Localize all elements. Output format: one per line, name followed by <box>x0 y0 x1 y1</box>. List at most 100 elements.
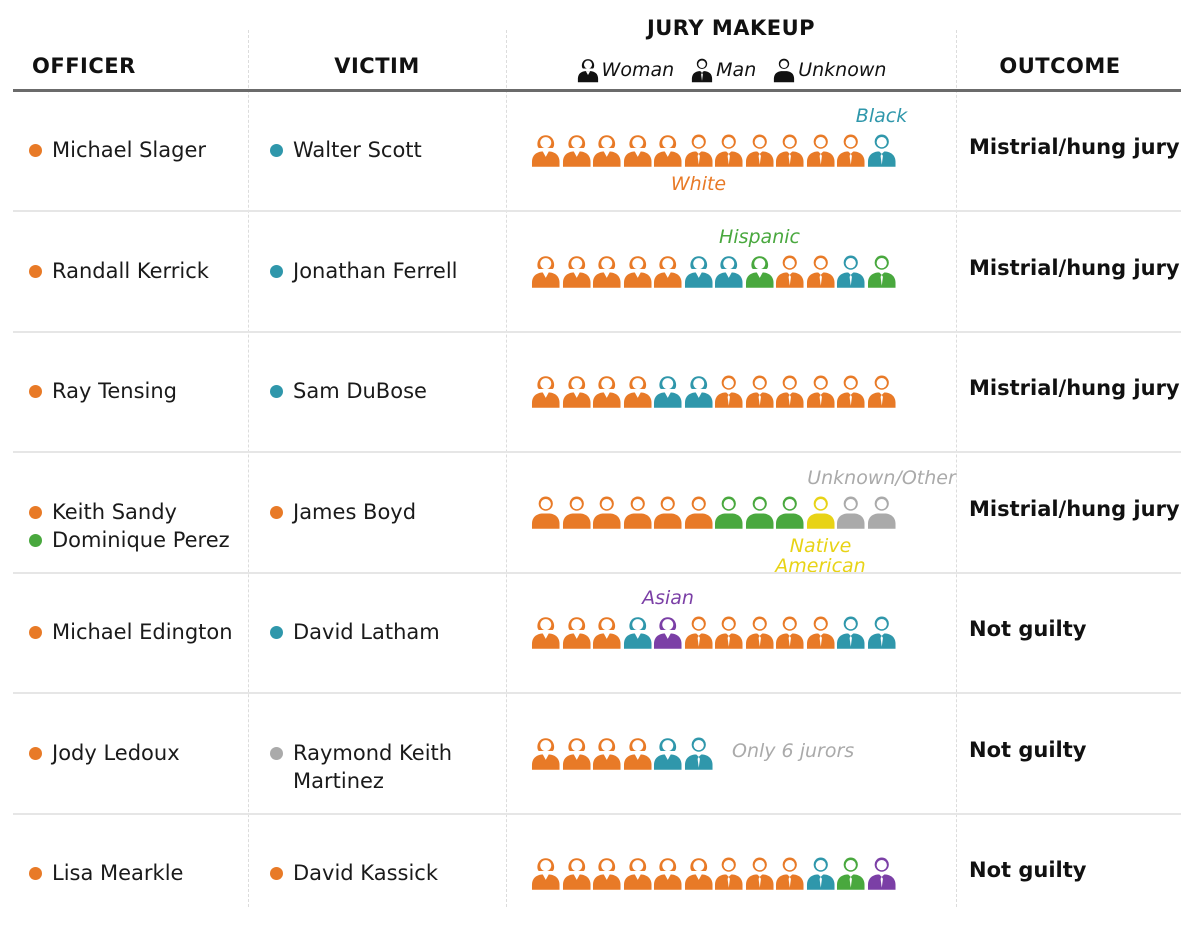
unknown-juror-icon <box>714 496 743 529</box>
person-name: Jonathan Ferrell <box>270 257 458 285</box>
row-divider <box>13 451 1181 453</box>
unknown-person-icon <box>774 58 795 83</box>
race-dot-icon <box>29 746 42 760</box>
man-juror-icon <box>806 375 835 408</box>
man-juror-icon <box>806 255 835 288</box>
person-name: Walter Scott <box>270 136 422 164</box>
officer-cell: Randall Kerrick <box>29 257 209 285</box>
person-name: Raymond Keith <box>270 739 452 767</box>
person-name-text: Raymond Keith <box>293 740 453 765</box>
legend-label: Woman <box>601 59 675 81</box>
jury-annotation: White <box>670 173 727 195</box>
man-juror-icon <box>836 857 865 890</box>
person-name: James Boyd <box>270 498 416 526</box>
victim-cell: David Kassick <box>270 859 438 887</box>
jury-annotation: Hispanic <box>719 225 800 248</box>
woman-juror-icon <box>592 135 621 167</box>
person-name: Dominique Perez <box>29 526 230 554</box>
legend-item-unknown: Unknown <box>772 57 886 83</box>
jury-annotation: Asian <box>642 587 694 609</box>
woman-juror-icon <box>684 255 713 288</box>
table-row: Randall Kerrick Jonathan Ferrell Hispanic M… <box>13 213 1181 333</box>
woman-juror-icon <box>623 858 652 890</box>
man-juror-icon <box>775 375 804 408</box>
outcome-column-header: OUTCOME <box>999 54 1121 78</box>
woman-juror-icon <box>562 737 591 770</box>
table-row: Ray Tensing Sam DuBose Mistrial/hung jury <box>13 333 1181 453</box>
man-juror-icon <box>867 134 896 167</box>
officer-cell: Michael Edington <box>29 618 233 646</box>
man-juror-icon <box>867 255 896 288</box>
woman-juror-icon <box>653 617 682 649</box>
man-juror-icon <box>867 375 896 408</box>
man-juror-icon <box>745 134 774 167</box>
woman-juror-icon <box>684 376 713 408</box>
woman-juror-icon <box>562 255 591 288</box>
outcome-cell: Not guilty <box>969 617 1087 641</box>
man-juror-icon <box>806 857 835 890</box>
officer-cell: Ray Tensing <box>29 377 177 405</box>
victim-cell: David Latham <box>270 618 440 646</box>
person-name-text: James Boyd <box>293 499 417 524</box>
column-divider <box>248 30 249 907</box>
person-name-text: Sam DuBose <box>293 379 427 403</box>
officer-column-header: OFFICER <box>32 54 136 78</box>
race-dot-icon <box>270 264 283 278</box>
woman-juror-icon <box>531 617 560 649</box>
victim-cell: Raymond Keith Martinez <box>270 739 452 795</box>
column-divider <box>506 30 507 907</box>
man-juror-icon <box>775 255 804 288</box>
person-name: Sam DuBose <box>270 377 427 405</box>
person-name: Michael Slager <box>29 136 206 164</box>
woman-juror-icon <box>562 135 591 167</box>
officer-cell: Keith Sandy Dominique Perez <box>29 498 230 554</box>
woman-juror-icon <box>531 255 560 288</box>
woman-juror-icon <box>562 617 591 649</box>
victim-cell: Sam DuBose <box>270 377 427 405</box>
column-divider <box>956 30 957 907</box>
person-name-text: Randall Kerrick <box>52 258 209 283</box>
man-juror-icon <box>745 616 774 649</box>
legend-label: Unknown <box>798 59 887 81</box>
unknown-juror-icon <box>684 496 713 529</box>
victim-cell: Jonathan Ferrell <box>270 257 458 285</box>
jury-annotation: Only 6 jurors <box>732 739 855 762</box>
woman-juror-icon <box>653 376 682 408</box>
man-juror-icon <box>836 134 865 167</box>
row-divider <box>13 210 1181 212</box>
man-juror-icon <box>836 375 865 408</box>
victim-cell: Walter Scott <box>270 136 422 164</box>
woman-juror-icon <box>623 135 652 167</box>
juror-icons <box>531 132 896 168</box>
person-name: David Latham <box>270 618 440 646</box>
unknown-juror-icon <box>562 496 591 529</box>
person-name: Jody Ledoux <box>29 739 180 767</box>
race-dot-icon <box>29 626 42 639</box>
person-name: Lisa Mearkle <box>29 859 183 887</box>
woman-juror-icon <box>653 858 682 890</box>
woman-juror-icon <box>653 255 682 288</box>
row-divider <box>13 571 1181 574</box>
unknown-juror-icon <box>775 496 804 529</box>
race-dot-icon <box>270 626 283 639</box>
woman-juror-icon <box>684 858 713 890</box>
person-name: David Kassick <box>270 859 438 887</box>
person-name-text: David Kassick <box>293 861 439 885</box>
officer-cell: Jody Ledoux <box>29 739 180 767</box>
woman-juror-icon <box>531 737 560 770</box>
row-divider <box>13 692 1181 694</box>
table-row: Keith Sandy Dominique Perez James Boyd Unkn… <box>13 454 1181 576</box>
unknown-juror-icon <box>806 496 835 529</box>
person-name-text: Jonathan Ferrell <box>293 258 458 283</box>
unknown-juror-icon <box>836 496 865 529</box>
man-juror-icon <box>745 857 774 890</box>
officer-cell: Lisa Mearkle <box>29 859 183 887</box>
jury-annotation: Unknown/Other <box>807 466 956 489</box>
unknown-juror-icon <box>653 496 682 529</box>
victim-cell: James Boyd <box>270 498 416 526</box>
person-name-text: Dominique Perez <box>52 527 230 552</box>
woman-juror-icon <box>623 376 652 408</box>
woman-juror-icon <box>531 135 560 167</box>
outcome-cell: Mistrial/hung jury <box>969 376 1180 400</box>
row-divider <box>13 812 1181 815</box>
